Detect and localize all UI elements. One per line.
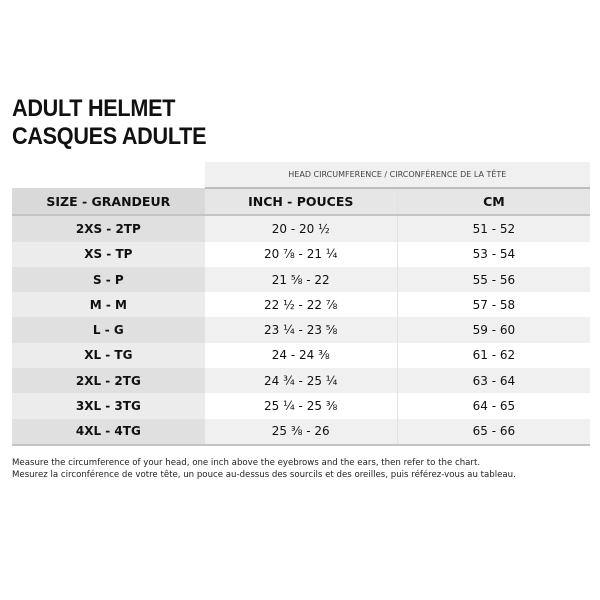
cell-inch: 24 ¾ - 25 ¼ — [204, 368, 398, 394]
cell-size: 4XL - 4TG — [12, 418, 205, 446]
cell-inch: 25 ⅜ - 26 — [204, 418, 398, 446]
table-row: S - P 21 ⅝ - 22 55 - 56 — [12, 266, 590, 293]
cell-cm: 61 - 62 — [397, 342, 590, 369]
cell-cm: 57 - 58 — [397, 292, 590, 318]
column-header-size: SIZE - GRANDEUR — [12, 188, 205, 217]
cell-size: S - P — [12, 266, 205, 293]
cell-cm: 65 - 66 — [397, 418, 590, 446]
table-row: XL - TG 24 - 24 ⅜ 61 - 62 — [12, 342, 590, 369]
table-row: 2XS - 2TP 20 - 20 ½ 51 - 52 — [12, 215, 590, 242]
cell-inch: 20 ⅞ - 21 ¼ — [204, 241, 398, 267]
table-row: 3XL - 3TG 25 ¼ - 25 ⅜ 64 - 65 — [12, 393, 590, 419]
cell-inch: 20 - 20 ½ — [204, 215, 398, 242]
measure-instructions: Measure the circumference of your head, … — [12, 457, 516, 481]
table-row: 2XL - 2TG 24 ¾ - 25 ¼ 63 - 64 — [12, 368, 590, 394]
cell-size: M - M — [12, 292, 205, 318]
note-fr: Mesurez la circonférence de votre tête, … — [12, 470, 516, 480]
page-title: ADULT HELMET CASQUES ADULTE — [12, 95, 207, 151]
column-header-cm: CM — [397, 188, 590, 217]
title-fr: CASQUES ADULTE — [12, 123, 207, 150]
table-row: M - M 22 ½ - 22 ⅞ 57 - 58 — [12, 292, 590, 318]
cell-size: 2XL - 2TG — [12, 368, 205, 394]
cell-cm: 55 - 56 — [397, 266, 590, 293]
table-row: 4XL - 4TG 25 ⅜ - 26 65 - 66 — [12, 418, 590, 446]
cell-size: L - G — [12, 317, 205, 343]
cell-inch: 24 - 24 ⅜ — [204, 342, 398, 369]
table-row: XS - TP 20 ⅞ - 21 ¼ 53 - 54 — [12, 241, 590, 267]
cell-size: XL - TG — [12, 342, 205, 369]
note-en: Measure the circumference of your head, … — [12, 458, 481, 468]
cell-cm: 63 - 64 — [397, 368, 590, 394]
size-chart-table: HEAD CIRCUMFERENCE / CIRCONFÉRENCE DE LA… — [12, 162, 590, 446]
cell-size: 2XS - 2TP — [12, 215, 205, 242]
cell-inch: 25 ¼ - 25 ⅜ — [204, 393, 398, 419]
cell-cm: 64 - 65 — [397, 393, 590, 419]
cell-inch: 22 ½ - 22 ⅞ — [204, 292, 398, 318]
cell-size: XS - TP — [12, 241, 205, 267]
table-row: L - G 23 ¼ - 23 ⅝ 59 - 60 — [12, 317, 590, 343]
cell-inch: 21 ⅝ - 22 — [204, 266, 398, 293]
cell-inch: 23 ¼ - 23 ⅝ — [204, 317, 398, 343]
cell-size: 3XL - 3TG — [12, 393, 205, 419]
column-header-inch: INCH - POUCES — [204, 188, 398, 217]
group-header: HEAD CIRCUMFERENCE / CIRCONFÉRENCE DE LA… — [204, 162, 590, 189]
title-en: ADULT HELMET — [12, 95, 176, 122]
cell-cm: 59 - 60 — [397, 317, 590, 343]
cell-cm: 53 - 54 — [397, 241, 590, 267]
cell-cm: 51 - 52 — [397, 215, 590, 242]
